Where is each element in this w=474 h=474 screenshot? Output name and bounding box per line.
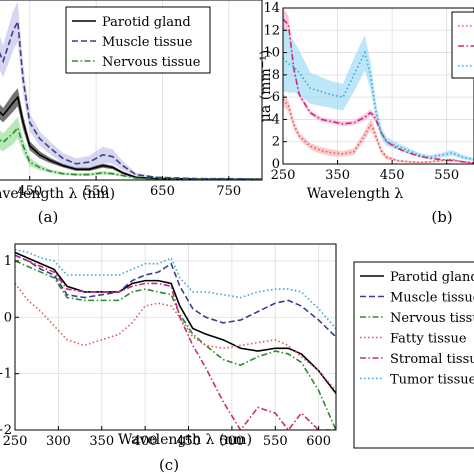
series-band-3 xyxy=(283,24,474,162)
legend-label-6: Tumor tissue xyxy=(390,373,474,388)
x-tick-label: 550 xyxy=(84,184,109,199)
plot-frame xyxy=(14,243,337,431)
x-tick-label: 650 xyxy=(150,184,175,199)
panel-caption: (b) xyxy=(431,208,452,226)
x-tick-label: 450 xyxy=(176,434,201,449)
panel-b: 250 350 450 550 0 2 4 6 8 10 12 14 Wavelength λ μa (m… xyxy=(258,1,474,226)
x-axis-label: Wavelength λ (nm) xyxy=(118,432,252,448)
series-line-1 xyxy=(0,95,262,180)
x-tick-label: 350 xyxy=(89,434,114,449)
legend: Parotid gland Muscle tissue Nervous tissue xyxy=(65,6,211,74)
panel-caption: (a) xyxy=(38,208,59,226)
plot-frame xyxy=(282,7,474,165)
x-tick-label: 250 xyxy=(271,168,296,183)
x-tick-label: 400 xyxy=(133,434,158,449)
y-tick-label: 8 xyxy=(272,68,280,83)
plot-frame xyxy=(0,0,263,181)
y-tick-label: 2 xyxy=(272,135,280,150)
y-tick-label: −1 xyxy=(0,367,12,382)
panel-a: 450 550 650 750 Wavelength λ (nm) (a) Parotid … xyxy=(0,0,263,226)
x-tick-label: 600 xyxy=(306,434,331,449)
series-line-3 xyxy=(0,126,262,180)
x-tick-label: 450 xyxy=(380,168,405,183)
series-line-6 xyxy=(15,248,336,330)
legend-partial xyxy=(451,11,474,79)
legend-label-1: Parotid gland xyxy=(102,15,191,30)
x-tick-label: 300 xyxy=(46,434,71,449)
x-tick-label: 350 xyxy=(325,168,350,183)
series-line-2 xyxy=(283,18,474,164)
legend: Parotid gland Muscle tissue Nervous tissue… xyxy=(353,261,474,449)
x-tick-label: 450 xyxy=(17,184,42,199)
y-tick-label: 0 xyxy=(4,310,12,325)
y-tick-label: −2 xyxy=(0,423,12,438)
y-tick-label: 4 xyxy=(272,112,280,127)
series-line-1 xyxy=(15,251,336,394)
y-tick-label: 6 xyxy=(272,90,280,105)
x-axis-label: Wavelength λ xyxy=(307,186,404,202)
y-tick-label: 0 xyxy=(272,157,280,172)
legend-box xyxy=(451,11,474,79)
legend-label-2: Muscle tissue xyxy=(390,291,474,306)
x-tick-label: 500 xyxy=(219,434,244,449)
series-group xyxy=(15,248,336,430)
series-line-4 xyxy=(15,282,336,392)
x-tick-label: 750 xyxy=(216,184,241,199)
series-line-1 xyxy=(283,98,474,164)
series-band-1 xyxy=(0,88,262,180)
legend-label-1: Parotid gland xyxy=(390,270,474,285)
series-line-2 xyxy=(15,254,336,338)
y-tick-label: 1 xyxy=(4,254,12,269)
series-group xyxy=(0,1,262,180)
x-axis-label: Wavelength λ (nm) xyxy=(0,186,115,202)
series-line-3 xyxy=(15,260,336,430)
legend-label-2: Muscle tissue xyxy=(102,35,193,50)
panel-c: 250 300 350 400 450 500 550 600 1 0 −1 −2 Wavelength… xyxy=(0,243,474,474)
x-tick-label: 550 xyxy=(263,434,288,449)
y-axis-label: μa (mm⁻¹) xyxy=(258,50,274,122)
legend-label-4: Fatty tissue xyxy=(390,332,467,347)
series-line-5 xyxy=(15,254,336,430)
y-tick-label: 14 xyxy=(263,1,280,16)
y-tick-label: 12 xyxy=(263,23,280,38)
legend-box xyxy=(65,6,211,74)
legend-box xyxy=(353,261,474,449)
x-tick-label: 250 xyxy=(3,434,28,449)
x-tick-label: 550 xyxy=(434,168,459,183)
series-line-3 xyxy=(283,50,474,161)
grid xyxy=(14,244,336,431)
series-line-2 xyxy=(0,18,262,180)
legend-label-5: Stromal tissue xyxy=(390,352,474,367)
series-group xyxy=(283,8,474,164)
panel-caption: (c) xyxy=(159,456,179,474)
y-tick-label: 10 xyxy=(263,46,280,61)
legend-label-3: Nervous tissue xyxy=(102,55,201,70)
legend-label-3: Nervous tissue xyxy=(390,311,474,326)
